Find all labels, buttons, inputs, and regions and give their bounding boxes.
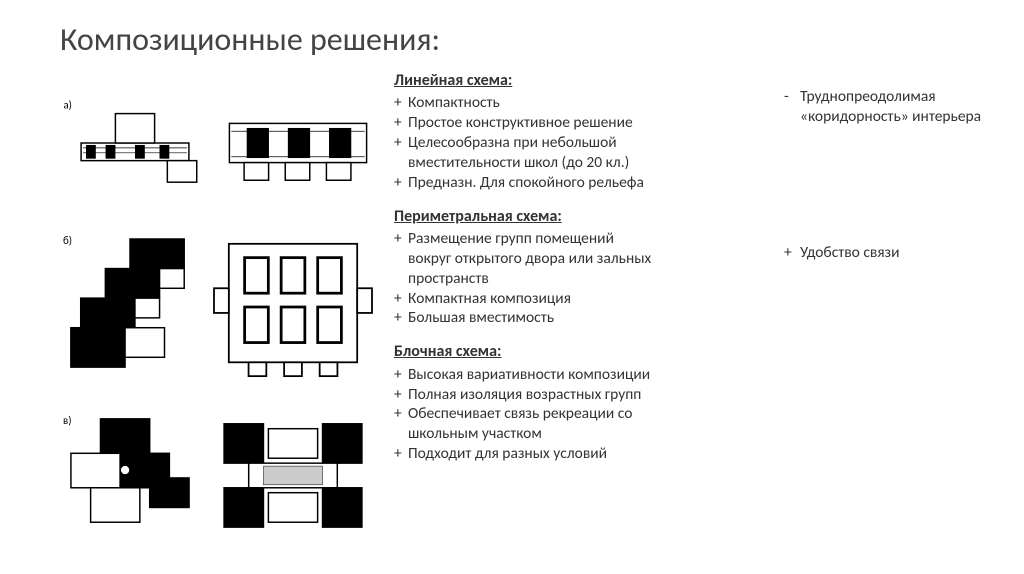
item-text: Предназн. Для спокойного рельефа xyxy=(408,173,770,193)
page-title: Композиционные решения: xyxy=(60,20,984,59)
list-item: +Размещение групп помещений вокруг откры… xyxy=(394,229,770,288)
bullet: + xyxy=(394,173,408,193)
item-text: Полная изоляция возрастных групп xyxy=(408,385,770,405)
side-text: Труднопреодолимая «коридорность» интерье… xyxy=(800,87,984,127)
item-text: Целесообразна при небольшой вместительно… xyxy=(408,133,770,173)
svg-text:а): а) xyxy=(63,98,71,111)
bullet: + xyxy=(394,385,408,405)
list-item: +Подходит для разных условий xyxy=(394,444,770,464)
side-note-1: + Удобство связи xyxy=(784,243,900,263)
list-item: +Высокая вариативности композиции xyxy=(394,365,770,385)
side-note-0: - Труднопреодолимая «коридорность» интер… xyxy=(784,87,984,127)
scheme-perimeter-left: б) xyxy=(60,228,200,388)
scheme-perimeter-right xyxy=(208,228,378,388)
list-item: +Компактность xyxy=(394,93,770,113)
list-item: +Полная изоляция возрастных групп xyxy=(394,385,770,405)
list-item: +Целесообразна при небольшой вместительн… xyxy=(394,133,770,173)
list-item: +Обеспечивает связь рекреации со школьны… xyxy=(394,404,770,444)
item-text: Большая вместимость xyxy=(408,308,770,328)
side-column: - Труднопреодолимая «коридорность» интер… xyxy=(784,71,984,545)
list-item: +Большая вместимость xyxy=(394,308,770,328)
item-text: Компактная композиция xyxy=(408,289,770,309)
scheme-block-left: в) xyxy=(60,408,200,538)
svg-text:б): б) xyxy=(63,234,72,247)
list-item: +Компактная композиция xyxy=(394,289,770,309)
item-text: Высокая вариативности композиции xyxy=(408,365,770,385)
scheme-linear-text: Линейная схема: +Компактность+Простое ко… xyxy=(394,71,770,193)
bullet: + xyxy=(394,308,408,328)
item-text: Обеспечивает связь рекреации со школьным… xyxy=(408,404,770,444)
item-text: Простое конструктивное решение xyxy=(408,113,770,133)
content-grid: а) xyxy=(60,71,984,545)
scheme-heading: Блочная схема: xyxy=(394,342,770,362)
list-item: +Простое конструктивное решение xyxy=(394,113,770,133)
scheme-heading: Периметральная схема: xyxy=(394,207,770,227)
figure-row-b: б) xyxy=(60,222,380,394)
scheme-perimeter-text: Периметральная схема: +Размещение групп … xyxy=(394,207,770,329)
bullet: + xyxy=(394,444,408,464)
bullet: + xyxy=(394,289,408,309)
scheme-linear-right xyxy=(218,93,378,193)
side-text: Удобство связи xyxy=(800,243,900,263)
scheme-block-right xyxy=(208,408,378,538)
scheme-heading: Линейная схема: xyxy=(394,71,770,91)
item-text: Компактность xyxy=(408,93,770,113)
bullet: + xyxy=(394,93,408,113)
bullet: + xyxy=(394,365,408,385)
bullet: + xyxy=(394,113,408,133)
figure-row-a: а) xyxy=(60,71,380,214)
item-text: Размещение групп помещений вокруг открыт… xyxy=(408,229,770,288)
list-item: +Предназн. Для спокойного рельефа xyxy=(394,173,770,193)
svg-text:в): в) xyxy=(63,414,71,427)
side-bullet: - xyxy=(784,87,800,127)
side-bullet: + xyxy=(784,243,800,263)
scheme-linear-left: а) xyxy=(60,93,210,193)
item-text: Подходит для разных условий xyxy=(408,444,770,464)
text-column: Линейная схема: +Компактность+Простое ко… xyxy=(394,71,770,545)
bullet: + xyxy=(394,229,408,288)
figure-column: а) xyxy=(60,71,380,545)
scheme-block-text: Блочная схема: +Высокая вариативности ко… xyxy=(394,342,770,464)
bullet: + xyxy=(394,404,408,444)
bullet: + xyxy=(394,133,408,173)
figure-row-v: в) xyxy=(60,402,380,545)
